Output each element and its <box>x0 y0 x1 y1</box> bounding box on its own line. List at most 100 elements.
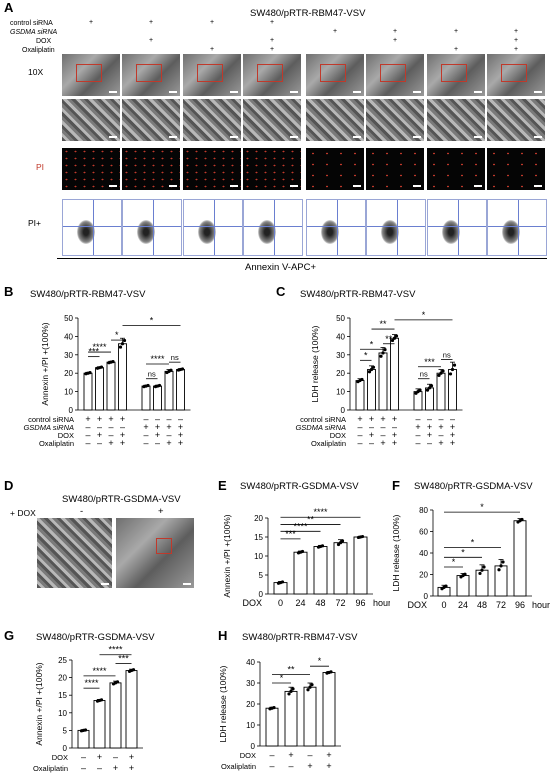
x-tick-label: 96 <box>515 600 525 610</box>
condition-mark: – <box>85 422 90 432</box>
bar <box>513 520 527 597</box>
y-tick-label: 40 <box>246 658 255 667</box>
panel-d-col-minus: - <box>80 506 84 517</box>
x-tick-label: 72 <box>496 600 506 610</box>
y-tick-label: 0 <box>341 406 346 415</box>
data-point <box>450 367 455 372</box>
data-point <box>499 564 503 568</box>
zoom-region-box <box>257 64 283 82</box>
bar <box>141 385 151 411</box>
condition-mark: – <box>369 422 374 432</box>
condition-mark: + <box>333 28 338 35</box>
condition-mark: + <box>108 438 113 448</box>
condition-mark: – <box>155 438 160 448</box>
condition-mark: – <box>415 430 420 440</box>
scale-bar <box>290 185 298 187</box>
condition-mark: + <box>120 438 125 448</box>
data-point <box>444 584 448 588</box>
condition-mark: – <box>155 414 160 424</box>
condition-mark: + <box>393 37 398 44</box>
condition-mark: + <box>450 438 455 448</box>
bar <box>456 575 470 597</box>
flow-cytometry-plot <box>427 199 487 256</box>
micrograph-zoom <box>122 99 180 141</box>
scale-bar <box>101 583 109 585</box>
data-point <box>329 670 333 674</box>
x-tick-label: 48 <box>315 598 325 608</box>
data-point <box>383 348 387 352</box>
data-point <box>115 680 120 684</box>
y-tick-label: 15 <box>254 533 263 542</box>
data-point <box>111 360 115 364</box>
condition-mark: – <box>380 430 385 440</box>
condition-mark: + <box>97 414 102 424</box>
quadrant-line <box>488 226 546 227</box>
micrograph-zoom <box>243 99 301 141</box>
condition-mark: + <box>514 46 519 53</box>
bar <box>265 707 279 747</box>
panel-g-title: SW480/pRTR-GSDMA-VSV <box>36 632 155 643</box>
bar <box>93 700 106 749</box>
scale-bar <box>474 136 482 138</box>
condition-mark: + <box>326 750 331 760</box>
y-axis-label: LDH release (100%) <box>310 325 320 402</box>
condition-mark: + <box>166 438 171 448</box>
bar <box>355 380 365 411</box>
condition-mark: – <box>269 750 274 760</box>
pi-fluorescence <box>183 148 241 190</box>
micrograph-10x <box>487 54 545 96</box>
condition-mark: – <box>166 430 171 440</box>
panel-a-xlabel: Annexin V-APC+ <box>245 262 317 273</box>
significance-label: *** <box>424 357 435 367</box>
scale-bar <box>230 185 238 187</box>
micrograph-zoom <box>427 99 485 141</box>
data-point <box>418 388 422 392</box>
zoom-region-box <box>380 64 406 82</box>
significance-label: * <box>318 656 322 666</box>
data-point <box>320 544 325 548</box>
x-axis-lead-label: DOX <box>242 598 262 608</box>
data-point <box>310 683 314 687</box>
y-tick-label: 0 <box>63 744 68 753</box>
panel-label-e: E <box>218 478 227 493</box>
micrograph-zoom <box>62 99 120 141</box>
data-point <box>482 565 486 569</box>
bar <box>118 343 127 411</box>
micrograph-10x <box>366 54 424 96</box>
panel-label-d: D <box>4 478 14 493</box>
condition-row-label: DOX <box>330 431 346 440</box>
condition-mark: + <box>450 430 455 440</box>
row-label-10x: 10X <box>28 67 44 77</box>
data-point <box>280 580 285 584</box>
x-tick-label: 48 <box>477 600 487 610</box>
data-point <box>289 689 293 693</box>
bar <box>378 352 388 411</box>
zoom-region-box <box>197 64 223 82</box>
condition-mark: – <box>97 422 102 432</box>
panel-label-g: G <box>4 628 15 643</box>
bar <box>176 369 185 411</box>
condition-mark: + <box>210 19 215 26</box>
condition-row-label: GSDMA siRNA <box>295 423 346 432</box>
condition-mark: – <box>357 422 362 432</box>
data-point <box>379 354 383 358</box>
micrograph-dox-minus <box>37 518 112 588</box>
significance-label: **** <box>92 342 107 352</box>
data-point <box>390 338 395 343</box>
data-point <box>478 571 482 576</box>
quadrant-line <box>63 226 121 227</box>
significance-label: ns <box>148 370 156 379</box>
x-tick-label: 72 <box>335 598 345 608</box>
data-point <box>520 517 524 522</box>
data-point <box>122 338 127 343</box>
micrograph-10x <box>243 54 301 96</box>
significance-label: *** <box>285 529 296 539</box>
significance-label: * <box>480 502 484 512</box>
quadrant-line <box>274 200 275 255</box>
data-point <box>437 373 441 378</box>
panel-label-f: F <box>392 478 400 493</box>
condition-mark: – <box>415 414 420 424</box>
y-tick-label: 0 <box>251 742 256 751</box>
